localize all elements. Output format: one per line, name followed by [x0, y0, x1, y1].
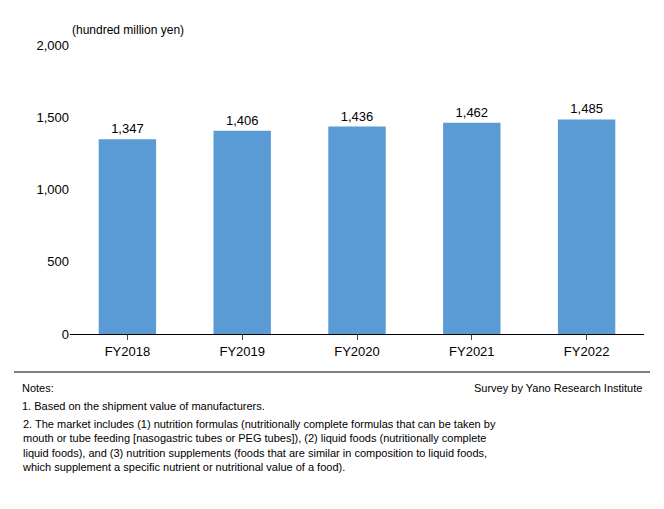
svg-text:1,436: 1,436 [341, 109, 374, 124]
svg-text:1,462: 1,462 [456, 105, 489, 120]
svg-text:2. The market includes (1) nut: 2. The market includes (1) nutrition for… [22, 418, 496, 473]
svg-text:500: 500 [47, 254, 69, 269]
svg-text:1,347: 1,347 [111, 121, 144, 136]
svg-text:FY2019: FY2019 [219, 344, 265, 359]
svg-text:1. Based on the shipment value: 1. Based on the shipment value of manufa… [22, 400, 265, 412]
svg-text:FY2018: FY2018 [105, 344, 151, 359]
svg-text:1,500: 1,500 [36, 110, 69, 125]
svg-text:(hundred million yen): (hundred million yen) [72, 23, 184, 37]
svg-text:1,485: 1,485 [570, 101, 603, 116]
svg-text:FY2021: FY2021 [449, 344, 495, 359]
svg-text:FY2020: FY2020 [334, 344, 380, 359]
svg-text:FY2022: FY2022 [564, 344, 610, 359]
svg-text:Survey by Yano Research Instit: Survey by Yano Research Institute [474, 382, 642, 394]
svg-text:1,000: 1,000 [36, 182, 69, 197]
svg-text:2,000: 2,000 [36, 38, 69, 53]
svg-text:0: 0 [62, 327, 69, 342]
svg-text:1,406: 1,406 [226, 113, 259, 128]
svg-text:Notes:: Notes: [22, 382, 54, 394]
